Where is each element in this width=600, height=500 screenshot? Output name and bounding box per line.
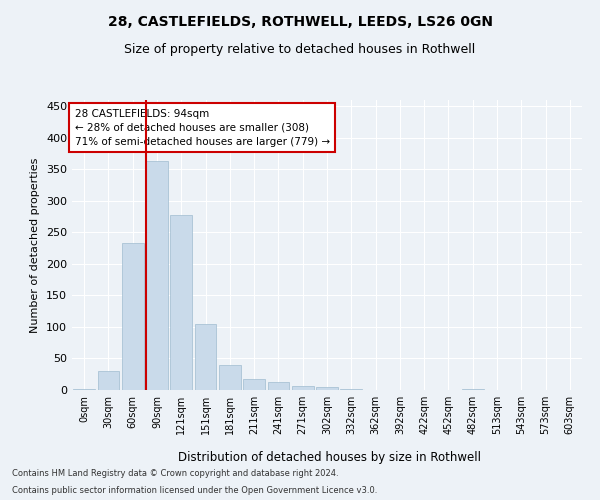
Text: Size of property relative to detached houses in Rothwell: Size of property relative to detached ho…: [124, 42, 476, 56]
Bar: [316, 387, 338, 390]
Y-axis label: Number of detached properties: Number of detached properties: [31, 158, 40, 332]
Bar: [122, 243, 143, 390]
Text: 28 CASTLEFIELDS: 94sqm
← 28% of detached houses are smaller (308)
71% of semi-de: 28 CASTLEFIELDS: 94sqm ← 28% of detached…: [74, 108, 329, 146]
Text: Distribution of detached houses by size in Rothwell: Distribution of detached houses by size …: [179, 451, 482, 464]
Bar: [268, 382, 289, 390]
Bar: [243, 378, 265, 390]
Bar: [170, 214, 192, 390]
Bar: [194, 324, 217, 390]
Bar: [292, 386, 314, 390]
Bar: [219, 365, 241, 390]
Text: Contains HM Land Registry data © Crown copyright and database right 2024.: Contains HM Land Registry data © Crown c…: [12, 468, 338, 477]
Text: 28, CASTLEFIELDS, ROTHWELL, LEEDS, LS26 0GN: 28, CASTLEFIELDS, ROTHWELL, LEEDS, LS26 …: [107, 15, 493, 29]
Bar: [146, 161, 168, 390]
Bar: [97, 371, 119, 390]
Bar: [73, 388, 95, 390]
Text: Contains public sector information licensed under the Open Government Licence v3: Contains public sector information licen…: [12, 486, 377, 495]
